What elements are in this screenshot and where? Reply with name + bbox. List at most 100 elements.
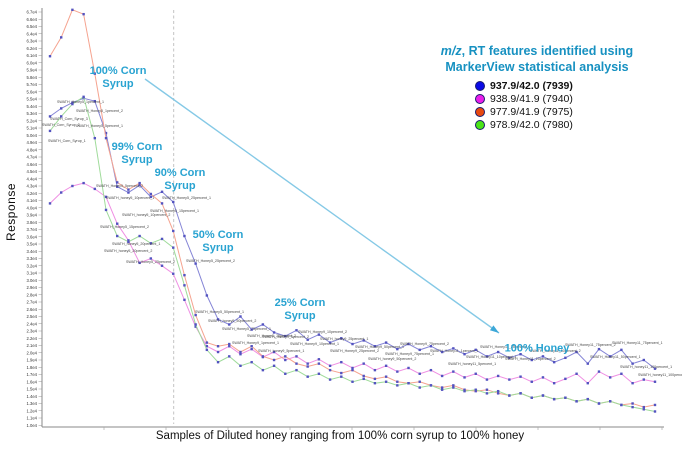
series-marker — [474, 348, 477, 352]
series-marker — [284, 334, 287, 338]
series-marker — [138, 181, 141, 185]
legend-item-978.9: 978.9/42.0 (7980) — [475, 118, 671, 131]
series-marker — [328, 378, 332, 381]
series-marker — [216, 318, 220, 321]
series-marker — [60, 36, 63, 39]
y-tick-label: 3.9e4 — [27, 213, 38, 218]
series-marker — [429, 345, 433, 348]
y-tick-label: 1.2e4 — [27, 408, 38, 413]
sample-label: SWATH_Corn_Syrup_1 — [48, 139, 86, 143]
y-tick-label: 5.0e4 — [27, 133, 38, 138]
sample-label: SWATH_honey11_100percent_2 — [638, 373, 682, 377]
sample-label: SWATH_Honey11_75percent_2 — [565, 343, 616, 347]
series-marker — [160, 190, 164, 193]
y-tick-label: 5.4e4 — [27, 104, 38, 109]
series-marker — [172, 246, 175, 249]
legend-title: m/z, RT features identified using Marker… — [403, 44, 671, 75]
series-marker — [541, 394, 545, 397]
y-tick-label: 4.0e4 — [27, 205, 38, 210]
trend-arrow-head — [489, 325, 499, 333]
y-tick-label: 1.3e4 — [27, 401, 38, 406]
y-tick-label: 2.8e4 — [27, 292, 38, 297]
sample-label: SWATH_Honey5_25percent_2 — [186, 259, 235, 263]
series-marker — [261, 355, 265, 358]
y-tick-label: 2.7e4 — [27, 300, 38, 305]
sample-label: SWATH_Honey5_5percent_2 — [96, 184, 143, 188]
series-marker — [496, 389, 500, 393]
series-marker — [317, 372, 321, 375]
legend-item-977.9: 977.9/41.9 (7975) — [475, 105, 671, 118]
series-marker — [216, 345, 220, 348]
series-marker — [351, 342, 354, 346]
series-marker — [60, 115, 63, 118]
sample-label: SWATH_Honey11_10percent_1 — [466, 355, 517, 359]
series-marker — [485, 388, 489, 391]
series-marker — [530, 396, 533, 399]
annotation-50-corn-syrup: 50% Corn Syrup — [192, 228, 244, 254]
series-marker — [463, 388, 466, 391]
sample-label: SWATH_honey11_5percent_1 — [448, 362, 496, 366]
series-marker — [295, 368, 298, 372]
series-marker — [407, 382, 410, 385]
sample-label: SWATH_honey11_100percent_1 — [620, 365, 672, 369]
series-marker — [552, 397, 556, 401]
sample-label: SWATH_Honey5_15percent_1 — [150, 209, 199, 213]
y-tick-label: 4.4e4 — [27, 176, 38, 181]
series-marker — [138, 261, 141, 265]
sample-label: SWATH_Honey9_75percent_2 — [400, 342, 449, 346]
series-marker — [642, 408, 645, 411]
series-marker — [631, 402, 634, 405]
series-marker — [362, 374, 365, 378]
series-marker — [340, 371, 343, 375]
series-marker — [183, 298, 186, 302]
series-marker — [82, 181, 85, 185]
series-marker — [183, 234, 186, 238]
series-marker — [519, 392, 522, 395]
series-marker — [575, 372, 578, 375]
series-marker — [597, 347, 601, 351]
sample-label: SWATH_Honey11_1percent_1 — [430, 349, 479, 353]
y-tick-label: 2.0e4 — [27, 350, 38, 355]
series-marker — [384, 341, 388, 344]
series-marker — [508, 356, 511, 360]
series-marker — [317, 358, 321, 361]
sample-label: SWATH_Honey5_75percent_1 — [222, 327, 271, 331]
series-marker — [452, 347, 455, 350]
annotation-25-corn-syrup: 25% Corn Syrup — [274, 296, 326, 322]
series-marker — [149, 192, 153, 196]
legend-title-mz: m/z — [440, 44, 462, 58]
series-marker — [317, 333, 321, 336]
series-marker — [384, 364, 388, 367]
y-tick-label: 3.4e4 — [27, 249, 38, 254]
series-marker — [183, 273, 186, 277]
y-tick-label: 1.1e4 — [27, 416, 38, 421]
legend-item-938.9: 938.9/41.9 (7940) — [475, 92, 671, 105]
series-marker — [351, 366, 354, 370]
series-marker — [295, 355, 298, 358]
sample-label: SWATH_Honey11_50percent_2 — [530, 349, 581, 353]
sample-label: SWATH_Honey5_1percent_1 — [57, 100, 104, 104]
sample-label: SWATH_Honey5_25percent_1 — [162, 196, 211, 200]
series-marker — [564, 396, 567, 399]
series-marker — [239, 350, 242, 354]
series-marker — [272, 350, 276, 354]
series-marker — [463, 376, 466, 379]
series-marker — [272, 331, 276, 334]
series-marker — [586, 382, 589, 385]
y-tick-label: 4.3e4 — [27, 184, 38, 189]
series-marker — [508, 378, 511, 381]
legend-item-label: 937.9/42.0 (7939) — [490, 79, 573, 92]
sample-label: SWATH_Honey9_1percent_1 — [232, 341, 279, 345]
series-marker — [172, 272, 175, 275]
series-marker — [306, 362, 309, 365]
series-marker — [183, 284, 186, 287]
series-marker — [541, 376, 545, 379]
series-marker — [463, 353, 466, 356]
series-marker — [396, 384, 399, 387]
sample-label: SWATH_honey9_5percent_1 — [258, 349, 304, 353]
sample-label: SWATH_Corn_Syrup_3 — [50, 117, 88, 121]
series-marker — [620, 403, 623, 407]
series-marker — [429, 384, 433, 387]
series-marker — [172, 200, 175, 204]
